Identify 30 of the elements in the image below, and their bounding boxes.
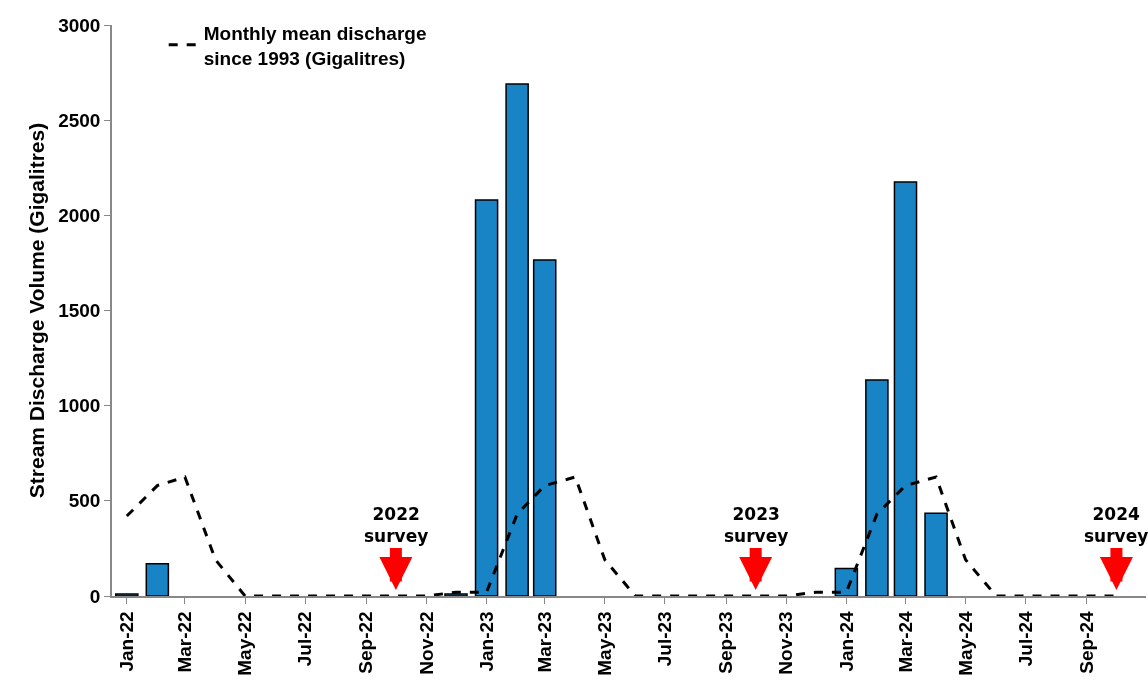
x-tick-label: May-23 <box>594 611 616 676</box>
x-tick-label: Jul-23 <box>654 611 676 667</box>
x-tick-label: Jan-23 <box>475 611 497 672</box>
y-tick-label: 0 <box>89 585 101 607</box>
x-tick-label: Sep-22 <box>355 611 377 674</box>
y-tick-label: 1000 <box>58 395 101 417</box>
annotation: 2023 survey <box>724 504 789 547</box>
annotation: 2024 survey <box>1084 504 1148 547</box>
x-tick-label: Sep-24 <box>1076 610 1098 674</box>
y-tick-label: 3000 <box>58 14 101 36</box>
x-tick-label: Jul-22 <box>294 611 316 667</box>
annotation: 2022 survey <box>364 504 429 547</box>
x-tick-label: Sep-23 <box>715 611 737 674</box>
x-tick-label: Nov-23 <box>775 611 797 675</box>
legend-label: Monthly mean discharge since 1993 (Gigalitres) <box>203 22 427 69</box>
x-tick-label: Mar-24 <box>894 610 916 673</box>
x-tick-label: May-22 <box>234 611 256 676</box>
y-axis-title: Stream Discharge Volume (Gigalitres) <box>24 122 48 499</box>
x-tick-label: Mar-23 <box>533 611 555 673</box>
y-tick-label: 1500 <box>58 300 101 322</box>
y-tick-label: 2500 <box>58 109 101 131</box>
x-tick-label: Jan-24 <box>835 610 857 672</box>
x-tick-label: Mar-22 <box>174 611 196 673</box>
x-tick-label: Jul-24 <box>1014 610 1036 667</box>
x-tick-label: May-24 <box>954 610 976 676</box>
x-tick-label: Jan-22 <box>115 611 137 672</box>
x-tick-label: Nov-22 <box>415 611 437 675</box>
bar <box>145 562 170 596</box>
y-tick-label: 500 <box>68 490 101 512</box>
y-tick-label: 2000 <box>58 204 101 226</box>
